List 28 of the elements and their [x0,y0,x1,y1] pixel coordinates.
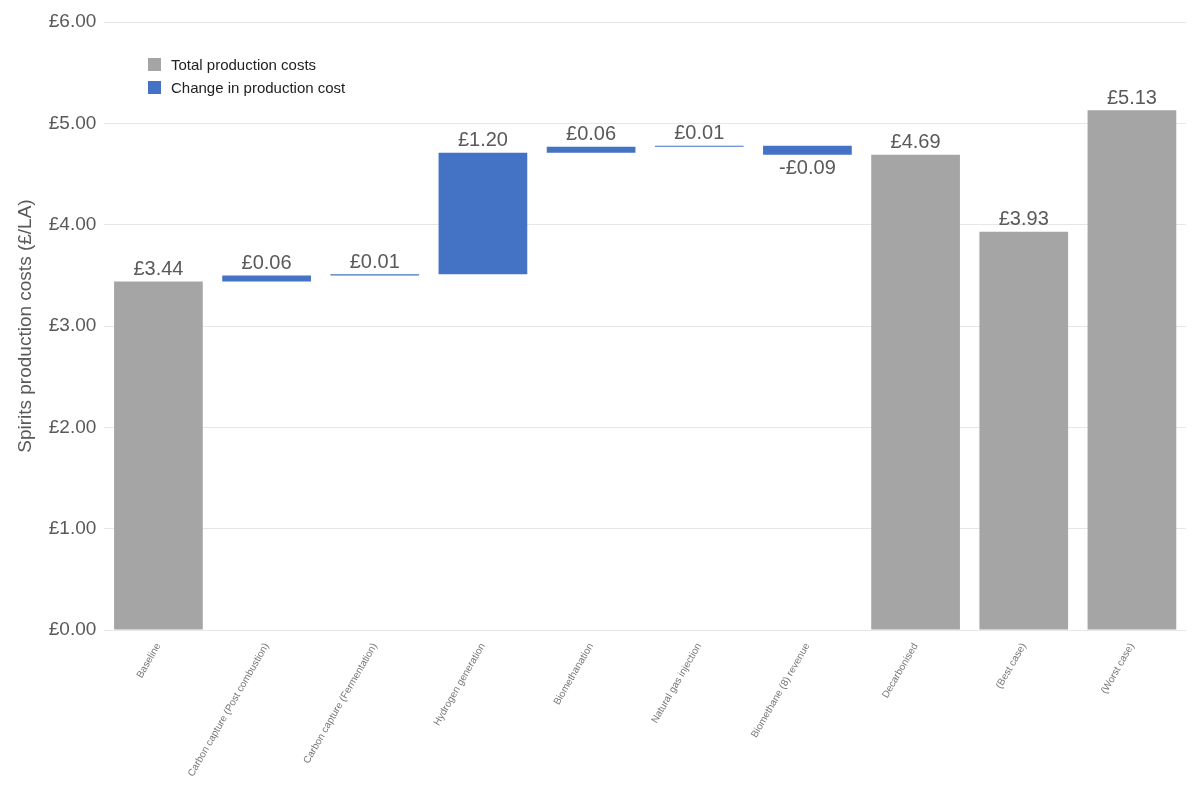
bar [763,145,852,155]
data-label: £0.06 [566,122,617,145]
y-tick-label: £2.00 [48,415,97,437]
y-tick-label: £5.00 [48,111,97,133]
legend-label: Total production costs [171,56,317,73]
bar [222,275,311,282]
bar [438,152,528,275]
y-tick-label: £1.00 [48,516,97,538]
legend-label: Change in production cost [171,79,346,96]
data-label: £3.93 [998,207,1049,230]
data-label: £1.20 [457,128,508,151]
y-axis-title: Spirits production costs (£/LA) [13,199,35,453]
data-label: £0.01 [349,249,400,272]
data-label: £0.01 [674,121,725,144]
data-label: £5.13 [1106,85,1157,108]
data-label: £4.69 [890,130,941,153]
bar [546,146,636,153]
bar [1087,110,1177,630]
y-tick-label: £0.00 [48,618,97,640]
y-tick-label: £3.00 [48,314,97,336]
bar [114,281,203,630]
data-label: £0.06 [241,250,292,273]
data-label: £3.44 [133,256,184,279]
bar [871,154,960,630]
data-label: -£0.09 [779,156,836,179]
y-tick-label: £6.00 [48,10,97,32]
y-tick-label: £4.00 [48,212,97,234]
bar [979,231,1069,630]
